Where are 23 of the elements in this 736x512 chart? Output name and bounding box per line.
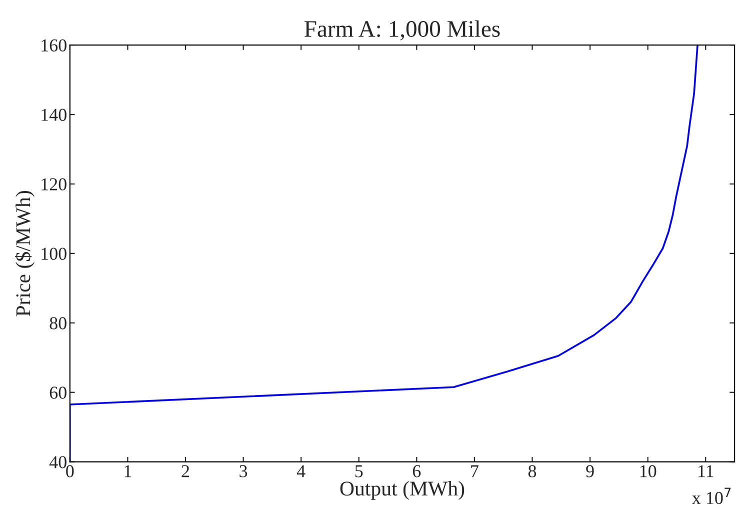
y-tick-label: 80	[50, 317, 66, 330]
x-tick-label: 10	[640, 465, 656, 478]
x-tick-label: 1	[124, 465, 132, 478]
x-tick-label: 11	[698, 465, 714, 478]
y-tick-label: 120	[42, 178, 66, 190]
y-tick-label: 100	[42, 248, 66, 260]
chart-title: Farm A: 1,000 Miles	[304, 20, 500, 40]
text: x 10$^{7}$	[692, 488, 731, 504]
x-tick-label: 8	[528, 465, 536, 478]
x-tick-label: 4	[296, 465, 306, 478]
x-tick-label: 5	[355, 465, 363, 478]
x-tick-label: 6	[412, 465, 421, 478]
y-axis-title: Price ($/MWh)	[14, 191, 35, 316]
x-tick-label: 7	[471, 465, 478, 478]
x-tick-label: 9	[586, 465, 594, 478]
x-tick-label: 3	[240, 465, 248, 478]
x-tick-label: 0	[66, 465, 74, 478]
y-tick-label: 160	[42, 39, 66, 52]
y-tick-label: 40	[49, 456, 66, 468]
x-axis-title: Output (MWh)	[340, 480, 464, 500]
y-tick-label: 60	[50, 386, 66, 399]
y-tick-label: 140	[42, 108, 66, 121]
x-tick-label: 2	[182, 465, 190, 478]
